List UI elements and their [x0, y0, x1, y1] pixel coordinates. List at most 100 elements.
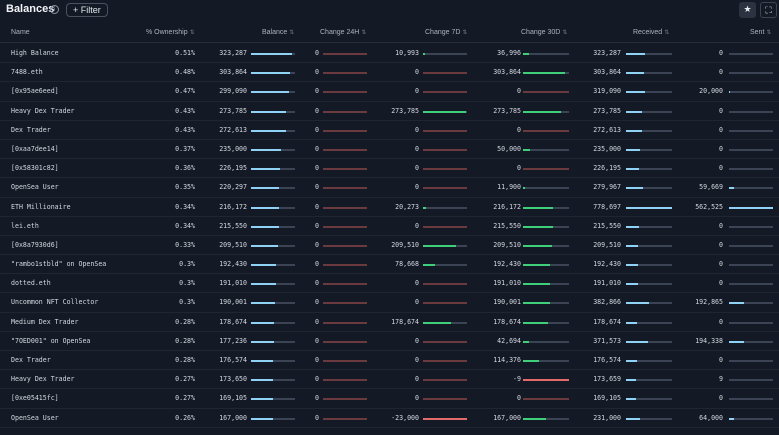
holder-name[interactable]: "7OED001" on OpenSea: [11, 336, 91, 345]
change-30d-bar: [523, 187, 569, 190]
column-header-balance[interactable]: Balance ⇅: [262, 29, 295, 36]
table-row[interactable]: "7OED001" on OpenSea 0.28% 177,236 0 0 42,694…: [0, 332, 779, 351]
column-header-name[interactable]: Name: [11, 29, 30, 36]
change-24h-bar: [323, 398, 367, 401]
change-7d-bar: [423, 225, 467, 228]
table-row[interactable]: lei.eth 0.34% 215,550 0 0 215,550 215,550 0: [0, 217, 779, 236]
holder-name[interactable]: Medium Dex Trader: [11, 317, 79, 326]
change-30d-bar: [523, 360, 569, 362]
change-30d-value: 178,674: [493, 317, 521, 326]
table-row[interactable]: Heavy Dex Trader 0.27% 173,650 0 0 -9 173,659 9: [0, 370, 779, 390]
table-row[interactable]: OpenSea User 0.35% 220,297 0 0 11,900 279,967 5…: [0, 178, 779, 198]
change-24h-value: 0: [315, 413, 319, 422]
holder-name[interactable]: OpenSea User: [11, 183, 59, 192]
change-30d-bar-fill: [523, 379, 569, 382]
change-30d-value: 273,785: [493, 106, 521, 115]
received-value: 215,550: [593, 221, 621, 230]
expand-icon[interactable]: ⛶: [760, 2, 777, 18]
change-7d-value: 0: [415, 125, 419, 134]
holder-name[interactable]: "rambo1stbld" on OpenSea: [11, 260, 107, 269]
holder-name[interactable]: Heavy Dex Trader: [11, 375, 75, 384]
table-row[interactable]: OpenSea User 0.26% 167,000 0 -23,000 167,000 2…: [0, 409, 779, 428]
filter-button[interactable]: + Filter: [66, 3, 108, 17]
received-bar-fill: [626, 206, 672, 209]
column-header-change-24h[interactable]: Change 24H ⇅: [320, 29, 367, 36]
change-24h-bar: [323, 321, 367, 324]
holder-name[interactable]: [0x8a7930d6]: [11, 240, 59, 249]
holder-name[interactable]: dotted.eth: [11, 279, 51, 288]
received-bar: [626, 283, 672, 286]
change-24h-bar: [323, 129, 367, 132]
table-row[interactable]: Dex Trader 0.28% 176,574 0 0 114,376 176,574 0: [0, 351, 779, 371]
table-row[interactable]: "rambo1stbld" on OpenSea 0.3% 192,430 0 78,6…: [0, 255, 779, 275]
change-24h-bar: [323, 225, 367, 228]
change-30d-bar-fill: [523, 187, 525, 190]
table-row[interactable]: Dex Trader 0.43% 272,613 0 0 0 272,613 0: [0, 121, 779, 140]
holder-name[interactable]: Heavy Dex Trader: [11, 106, 75, 115]
holder-name[interactable]: OpenSea User: [11, 413, 59, 422]
ownership-value: 0.34%: [175, 221, 195, 230]
column-header-change-30d[interactable]: Change 30D ⇅: [521, 29, 568, 36]
holder-name[interactable]: High Balance: [11, 49, 59, 57]
balance-value: 299,090: [219, 87, 247, 96]
change-7d-value: 0: [415, 279, 419, 288]
change-30d-bar-fill: [523, 417, 547, 420]
balance-bar: [251, 340, 295, 343]
table-row[interactable]: dotted.eth 0.3% 191,010 0 0 191,010 191,010 0: [0, 274, 779, 294]
balance-bar: [251, 264, 295, 267]
holder-name[interactable]: lei.eth: [11, 221, 39, 230]
holder-name[interactable]: [0xaa7dee14]: [11, 144, 59, 153]
holder-name[interactable]: [0xe05415fc]: [11, 394, 59, 403]
table-row[interactable]: Heavy Dex Trader 0.43% 273,785 0 273,785 273,…: [0, 102, 779, 121]
balance-value: 169,105: [219, 394, 247, 403]
table-row[interactable]: [0x95ae6eed] 0.47% 299,090 0 0 0 319,090 20,000: [0, 82, 779, 102]
change-30d-value: 209,510: [493, 240, 521, 249]
table-row[interactable]: 7488.eth 0.48% 303,864 0 0 303,864 303,864 0: [0, 63, 779, 83]
change-24h-value: 0: [315, 298, 319, 307]
table-row[interactable]: [0x58301c82] 0.36% 226,195 0 0 0 226,195 0: [0, 159, 779, 179]
sort-icon: ⇅: [766, 29, 772, 36]
ownership-value: 0.28%: [175, 336, 195, 345]
sent-bar: [729, 53, 773, 55]
info-icon[interactable]: i: [50, 5, 59, 14]
holder-name[interactable]: [0x95ae6eed]: [11, 87, 59, 96]
change-30d-bar-fill: [523, 206, 554, 209]
holder-name[interactable]: ETH Millionaire: [11, 202, 71, 211]
change-24h-bar: [323, 302, 367, 305]
ownership-value: 0.37%: [175, 144, 195, 153]
table-row[interactable]: Medium Dex Trader 0.28% 178,674 0 178,674 178…: [0, 313, 779, 332]
sent-bar-fill: [729, 340, 745, 343]
change-30d-bar: [523, 225, 569, 228]
change-30d-bar: [523, 398, 569, 401]
change-24h-bar: [323, 168, 367, 171]
change-7d-value: 273,785: [391, 106, 419, 115]
change-7d-bar: [423, 244, 467, 247]
change-30d-bar-fill: [523, 72, 566, 75]
table-row[interactable]: ETH Millionaire 0.34% 216,172 0 20,273 216,17…: [0, 198, 779, 217]
sent-value: 0: [719, 279, 723, 288]
holder-name[interactable]: [0x58301c82]: [11, 164, 59, 173]
change-30d-bar: [523, 206, 569, 209]
sent-bar: [729, 264, 773, 267]
holder-name[interactable]: 7488.eth: [11, 68, 43, 77]
holder-name[interactable]: Dex Trader: [11, 125, 51, 134]
table-row[interactable]: Uncommon NFT Collector 0.3% 190,001 0 0 190,0…: [0, 293, 779, 313]
table-row[interactable]: High Balance 0.51% 323,287 0 10,993 36,996 323…: [0, 44, 779, 64]
sent-value: 0: [719, 144, 723, 153]
change-24h-value: 0: [315, 68, 319, 77]
column-header-change-7d[interactable]: Change 7D ⇅: [425, 29, 468, 36]
table-row[interactable]: [0xaa7dee14] 0.37% 235,000 0 0 50,000 235,000 0: [0, 140, 779, 160]
holder-name[interactable]: Uncommon NFT Collector: [11, 298, 99, 307]
column-header-sent[interactable]: Sent ⇅: [750, 29, 772, 36]
received-bar-fill: [626, 417, 640, 420]
change-30d-bar: [523, 379, 569, 382]
table-row[interactable]: [0x8a7930d6] 0.33% 209,510 0 209,510 209,510 2…: [0, 236, 779, 256]
holder-name[interactable]: Dex Trader: [11, 356, 51, 364]
received-bar: [626, 417, 672, 420]
table-row[interactable]: [0xe05415fc] 0.27% 169,105 0 0 0 169,105 0: [0, 389, 779, 409]
change-30d-bar: [523, 168, 569, 171]
star-icon[interactable]: ★: [739, 2, 756, 18]
change-30d-value: 216,172: [493, 202, 521, 211]
column-header-ownership[interactable]: % Ownership ⇅: [146, 29, 195, 36]
column-header-received[interactable]: Received ⇅: [633, 29, 670, 36]
